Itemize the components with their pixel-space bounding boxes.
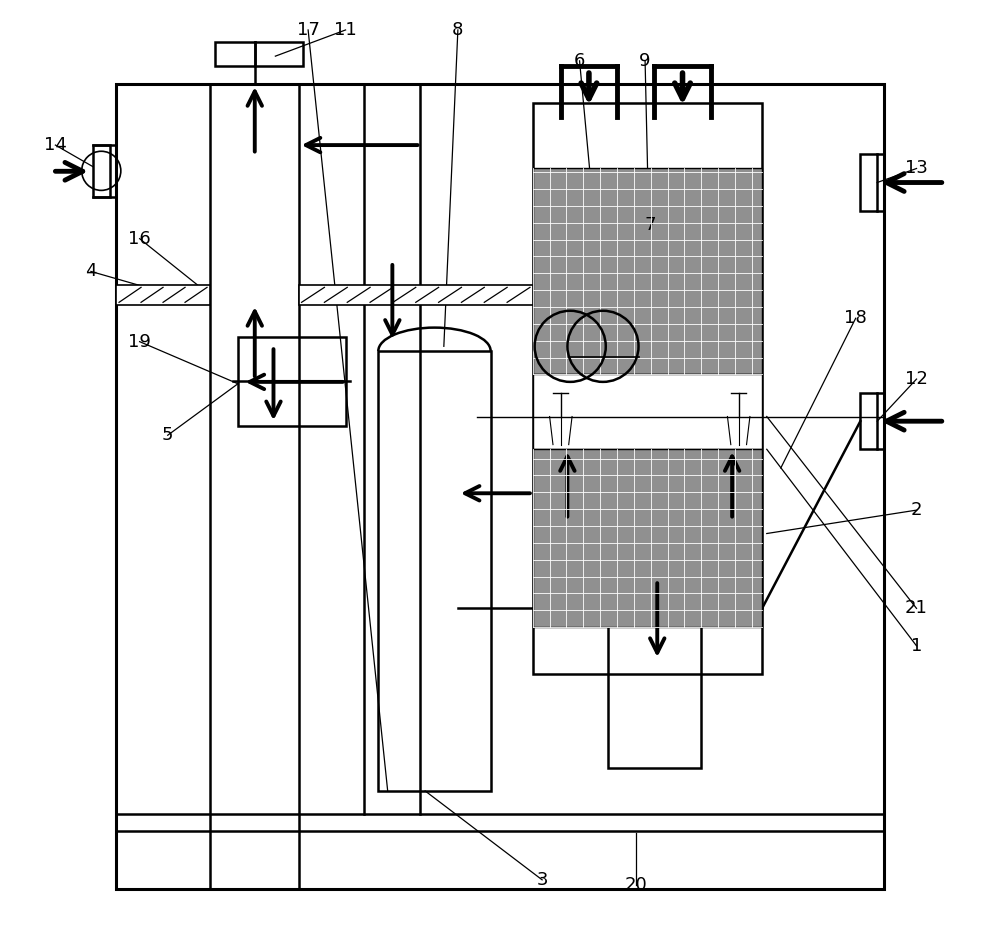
Bar <box>860 393 877 449</box>
Text: 20: 20 <box>624 875 647 894</box>
Bar <box>533 168 762 374</box>
Text: 3: 3 <box>536 870 548 889</box>
Text: 12: 12 <box>905 370 928 388</box>
Bar <box>860 154 877 211</box>
Text: 21: 21 <box>905 599 928 618</box>
Text: 7: 7 <box>644 215 656 234</box>
Text: 6: 6 <box>574 51 585 70</box>
Text: 18: 18 <box>844 309 867 328</box>
Text: 2: 2 <box>911 501 922 519</box>
Text: 1: 1 <box>911 636 922 655</box>
Text: 9: 9 <box>639 51 651 70</box>
Text: 16: 16 <box>128 229 151 248</box>
Text: 11: 11 <box>334 21 357 39</box>
Text: 19: 19 <box>128 332 151 351</box>
Text: 4: 4 <box>85 262 97 281</box>
Bar <box>533 103 762 674</box>
Text: 5: 5 <box>162 426 173 445</box>
Bar <box>238 337 346 426</box>
Text: 13: 13 <box>905 159 928 178</box>
Bar <box>93 145 110 197</box>
Bar <box>533 449 762 627</box>
Bar <box>608 468 701 768</box>
Bar <box>299 285 533 305</box>
Text: 17: 17 <box>297 21 320 39</box>
Bar <box>533 374 762 449</box>
Bar <box>215 42 303 66</box>
Bar <box>116 84 884 889</box>
Text: 8: 8 <box>452 21 464 39</box>
Text: 14: 14 <box>44 136 67 154</box>
Bar <box>378 351 491 791</box>
Bar <box>116 285 210 305</box>
